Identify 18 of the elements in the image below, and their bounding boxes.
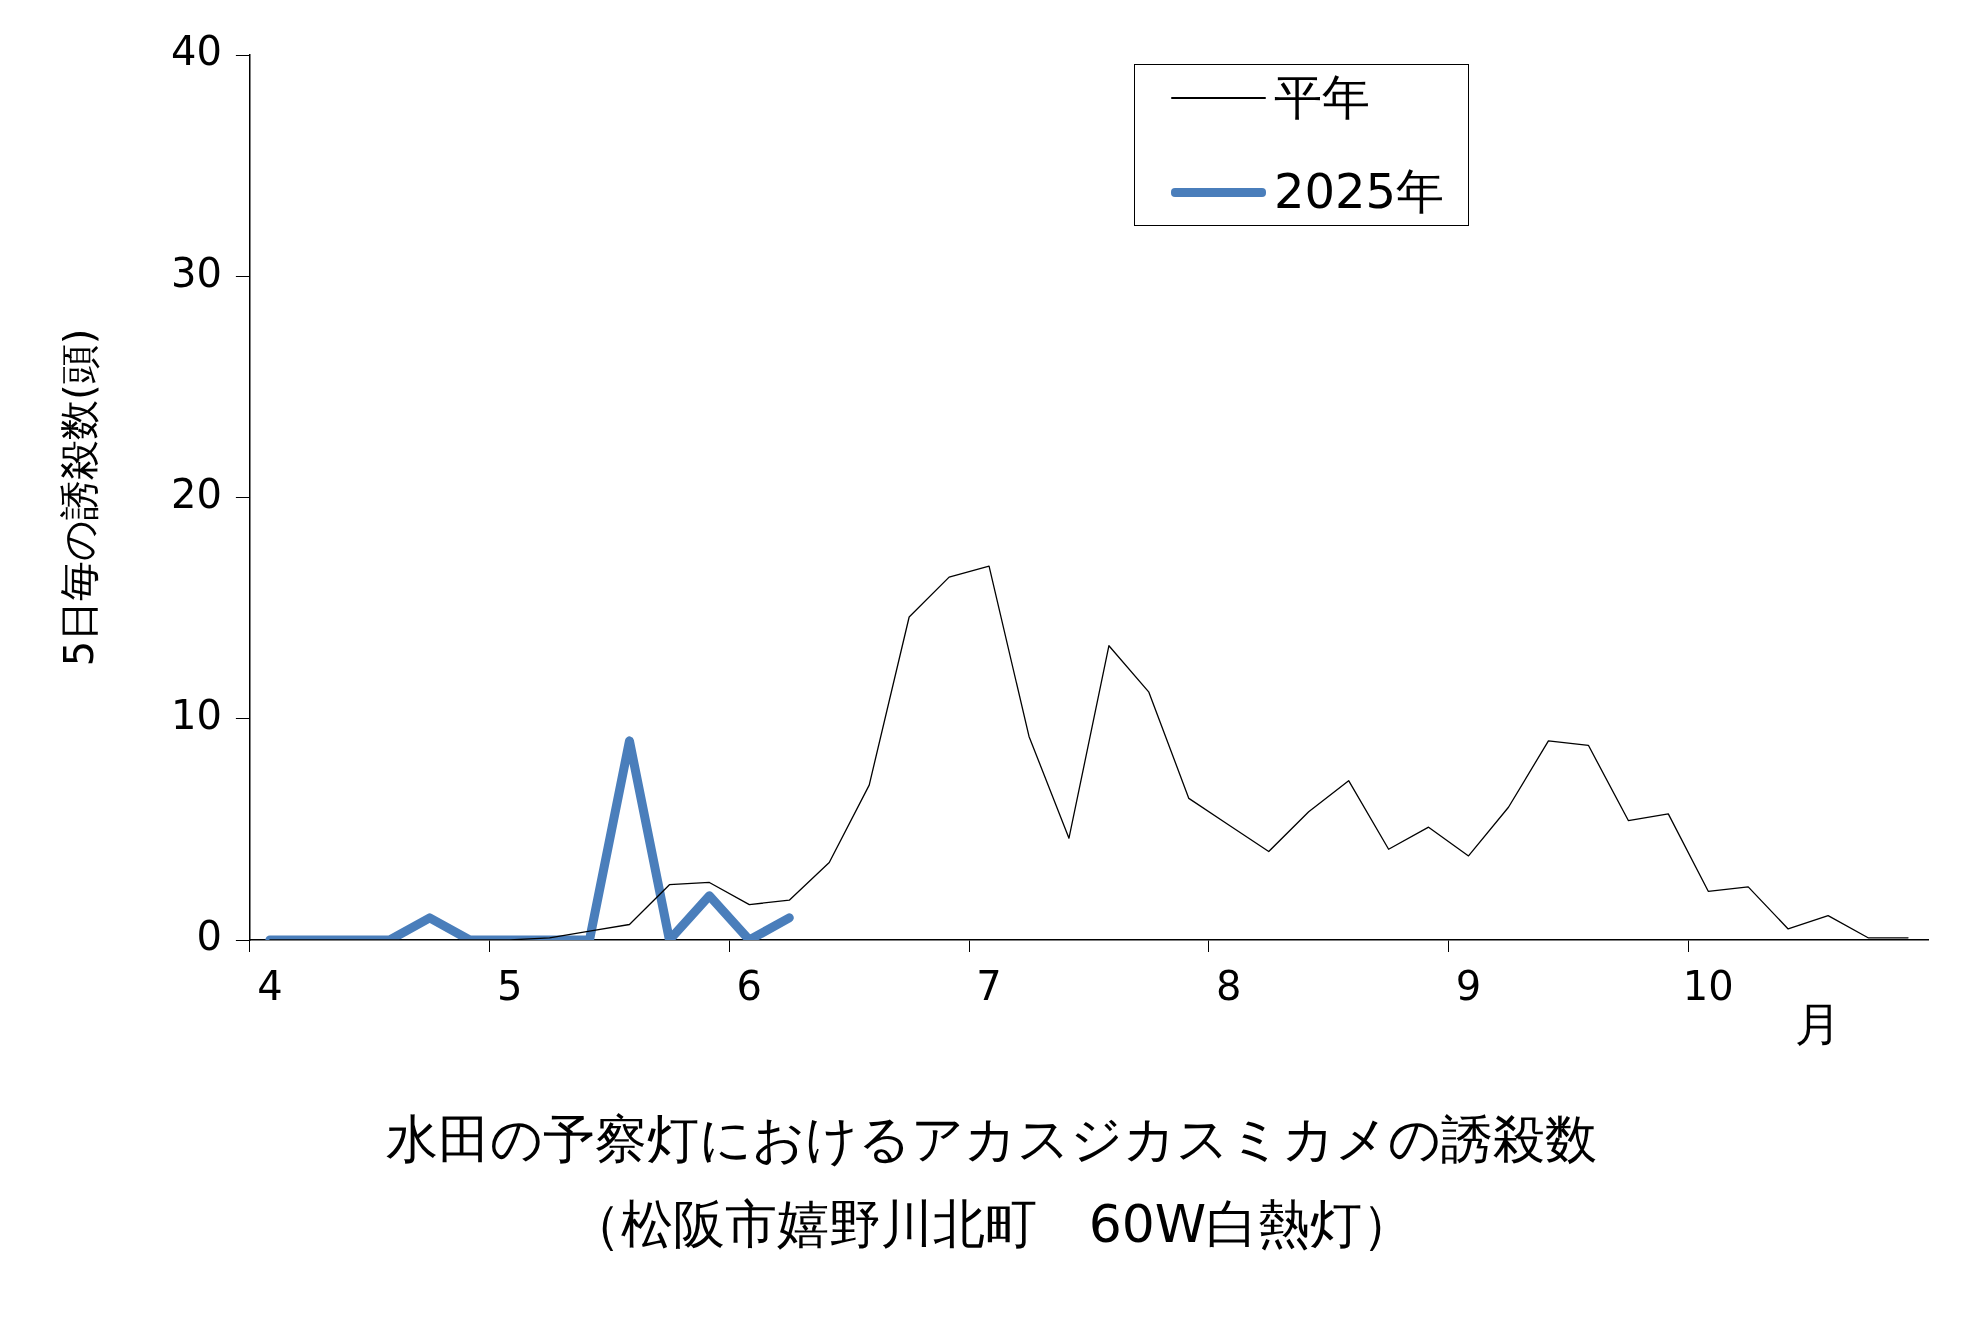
legend-label: 平年 — [1274, 68, 1370, 127]
x-tick-label: 9 — [1455, 963, 1482, 1010]
x-tick-label: 6 — [736, 963, 763, 1010]
x-tick-label: 8 — [1216, 963, 1242, 1010]
x-tick-label: 7 — [976, 963, 1002, 1010]
text: 水田の予察灯におけるアカスジカスミカメの誘殺数 — [385, 1108, 1598, 1171]
y-tick-label: 0 — [196, 913, 222, 960]
y-tick-label: 20 — [170, 470, 222, 517]
x-tick-label: 10 — [1682, 963, 1734, 1010]
y-tick-label: 10 — [170, 692, 222, 739]
y-tick-label: 40 — [170, 28, 222, 75]
y-axis-title: 5日毎の誘殺数(頭) — [56, 328, 103, 667]
x-tick-label: 5 — [496, 963, 523, 1010]
y-tick-label: 30 — [170, 249, 222, 296]
legend-label: 2025年 — [1274, 162, 1445, 221]
x-tick-label: 4 — [257, 963, 283, 1010]
text: （松阪市嬉野川北町 60W白熱灯） — [567, 1193, 1416, 1256]
x-axis-title: 月 — [1795, 996, 1841, 1051]
